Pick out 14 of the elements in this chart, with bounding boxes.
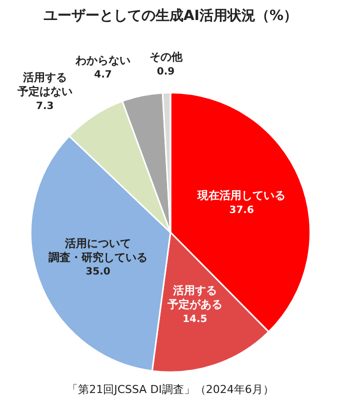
text: 「第21回JCSSA DI調査」（2024年6月） xyxy=(67,382,274,396)
slice-label: 現在活用している xyxy=(196,189,286,202)
chart-title: ユーザーとしての生成AI活用状況（%） xyxy=(43,8,298,24)
slice-label: その他 xyxy=(149,50,184,64)
data-label: 14.5 xyxy=(182,314,208,325)
data-label: 0.9 xyxy=(156,66,175,78)
slice-label: 活用する予定はない xyxy=(16,71,72,98)
slice-label: 活用する予定がある xyxy=(166,284,222,312)
slice-label: 活用について調査・研究している xyxy=(48,236,148,264)
data-label: 37.6 xyxy=(229,204,254,216)
slice-label: わからない xyxy=(74,54,130,67)
data-label: 35.0 xyxy=(86,266,110,278)
data-label: 7.3 xyxy=(36,100,54,112)
data-label: 4.7 xyxy=(94,70,112,81)
